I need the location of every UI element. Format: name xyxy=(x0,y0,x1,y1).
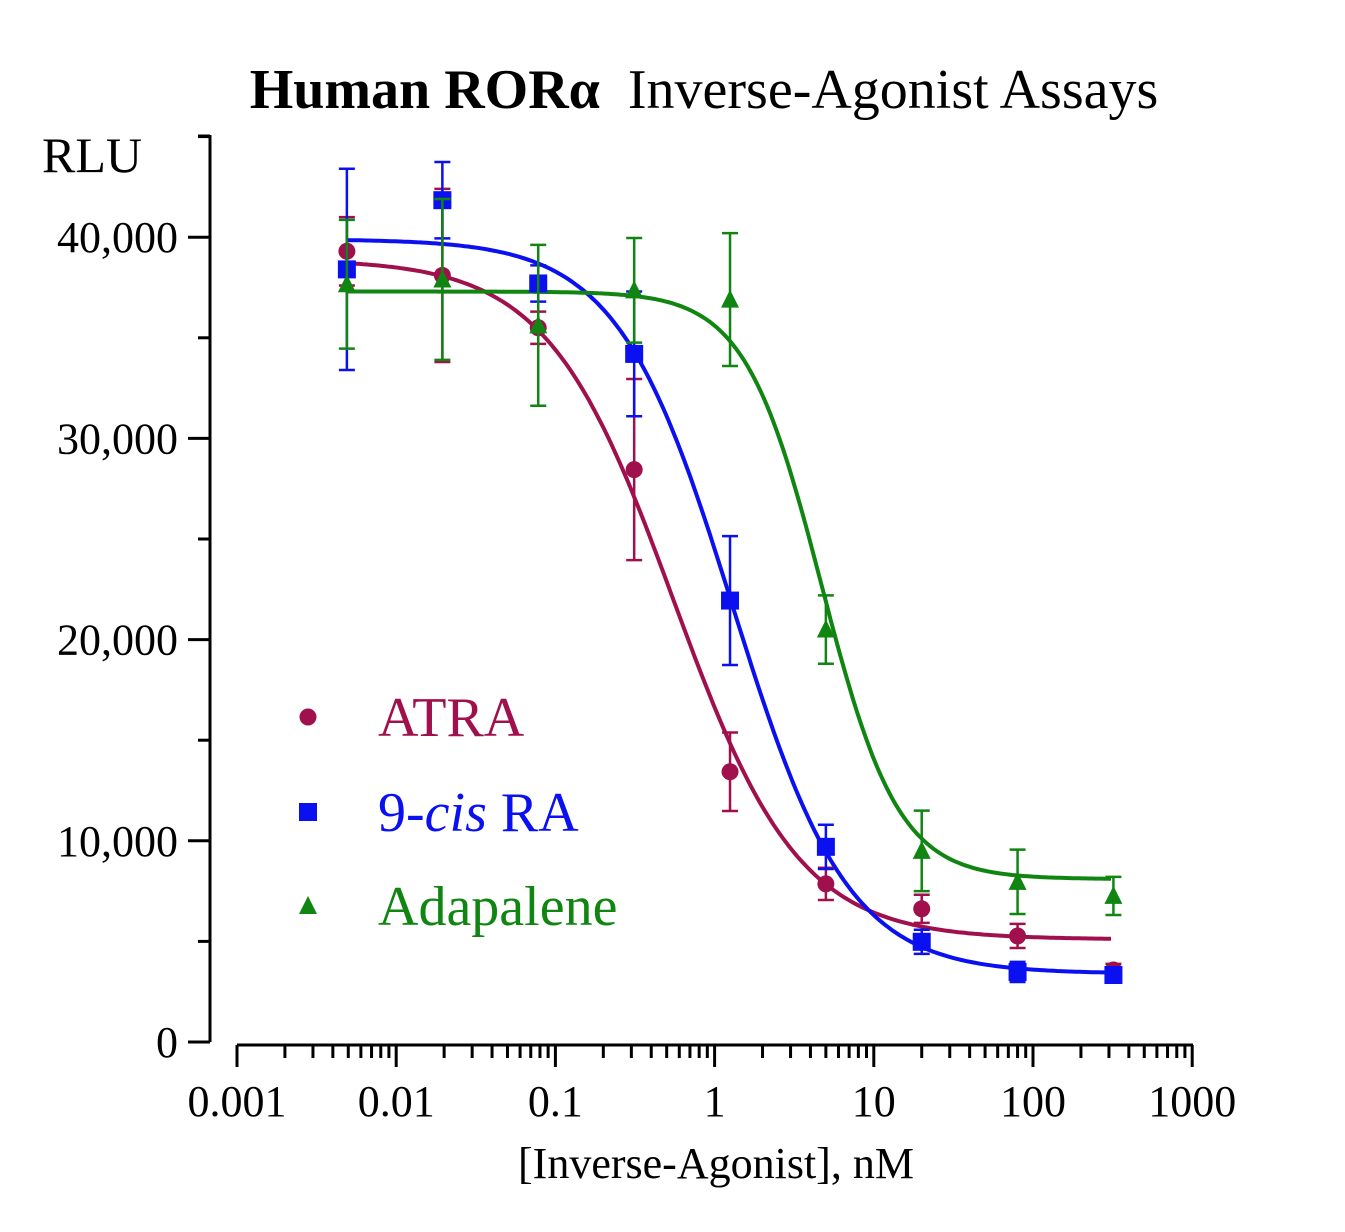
data-point-atra xyxy=(913,900,931,918)
legend-label-part: 9- xyxy=(378,782,425,844)
data-point-adapalene xyxy=(1104,885,1123,904)
x-tick-label: 0.1 xyxy=(528,1077,583,1126)
legend-marker-atra xyxy=(299,708,317,726)
chart-title-rest: Inverse-Agonist Assays xyxy=(628,59,1158,121)
data-point-adapalene xyxy=(721,289,740,308)
chart-title-bold: Human RORα xyxy=(250,59,600,121)
x-tick-label: 100 xyxy=(1000,1077,1066,1126)
legend-label-atra: ATRA xyxy=(378,687,525,749)
data-point-adapalene xyxy=(433,269,452,288)
legend-marker-9-cis-ra xyxy=(299,803,317,821)
legend-marker-adapalene xyxy=(299,896,317,914)
x-tick-label: 0.001 xyxy=(188,1077,287,1126)
data-point-adapalene xyxy=(816,619,835,638)
legend-label-part: RA xyxy=(487,782,579,844)
data-point-9-cis-ra xyxy=(816,837,835,856)
legend-label-part: Adapalene xyxy=(378,876,617,938)
y-tick-label: 10,000 xyxy=(57,817,178,866)
data-point-9-cis-ra xyxy=(625,344,644,363)
data-point-9-cis-ra xyxy=(1104,966,1123,985)
x-axis-label: [Inverse-Agonist], nM xyxy=(518,1139,914,1188)
y-tick-label: 40,000 xyxy=(57,213,178,262)
data-point-atra xyxy=(625,461,643,479)
x-tick-label: 10 xyxy=(852,1077,896,1126)
legend-label-part: cis xyxy=(425,782,487,844)
data-point-9-cis-ra xyxy=(1008,962,1027,981)
x-tick-label: 0.01 xyxy=(358,1077,435,1126)
y-tick-label: 30,000 xyxy=(57,414,178,463)
x-tick-label: 1 xyxy=(704,1077,726,1126)
data-point-adapalene xyxy=(529,315,548,334)
data-point-adapalene xyxy=(1008,871,1027,890)
data-point-9-cis-ra xyxy=(721,591,740,610)
chart-title: Human RORα Inverse-Agonist Assays xyxy=(250,59,1159,121)
legend-label-part: ATRA xyxy=(378,687,525,749)
y-tick-label: 20,000 xyxy=(57,616,178,665)
data-point-atra xyxy=(1009,927,1027,945)
data-point-adapalene xyxy=(625,280,644,299)
data-point-atra xyxy=(817,875,835,893)
y-tick-label: 0 xyxy=(156,1018,178,1067)
data-point-9-cis-ra xyxy=(912,932,931,951)
y-axis-label: RLU xyxy=(42,127,142,183)
data-point-atra xyxy=(721,763,739,781)
legend-label-adapalene: Adapalene xyxy=(378,876,617,938)
legend-label-9-cis-ra: 9-cis RA xyxy=(378,782,579,844)
x-tick-label: 1000 xyxy=(1148,1077,1236,1126)
data-point-adapalene xyxy=(912,840,931,859)
data-point-adapalene xyxy=(337,274,356,293)
